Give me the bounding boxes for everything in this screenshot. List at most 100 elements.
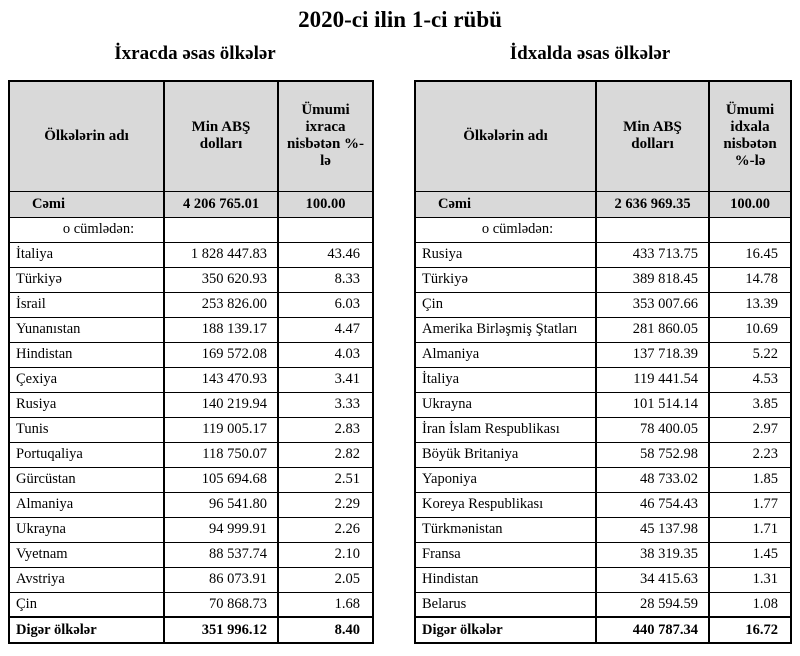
export-subheading-value-empty xyxy=(163,216,279,243)
country-value: 58 752.98 xyxy=(595,441,710,468)
export-header-value: Min ABŞ dolları xyxy=(163,80,279,192)
country-percent: 2.51 xyxy=(277,466,374,493)
country-percent: 1.45 xyxy=(708,541,792,568)
country-percent: 8.33 xyxy=(277,266,374,293)
country-name: İtaliya xyxy=(414,366,597,393)
country-percent: 2.05 xyxy=(277,566,374,593)
table-row: Çin 353 007.66 13.39 xyxy=(414,291,792,318)
country-value: 101 514.14 xyxy=(595,391,710,418)
country-name: Çin xyxy=(8,591,165,618)
table-row: Avstriya 86 073.91 2.05 xyxy=(8,566,374,593)
country-value: 169 572.08 xyxy=(163,341,279,368)
export-header-percent: Ümumi ixraca nisbətən %-lə xyxy=(277,80,374,192)
country-percent: 2.26 xyxy=(277,516,374,543)
country-value: 94 999.91 xyxy=(163,516,279,543)
table-row: Ukrayna 94 999.91 2.26 xyxy=(8,516,374,543)
table-row: Almaniya 96 541.80 2.29 xyxy=(8,491,374,518)
export-header-country: Ölkələrin adı xyxy=(8,80,165,192)
country-value: 353 007.66 xyxy=(595,291,710,318)
table-row: Hindistan 34 415.63 1.31 xyxy=(414,566,792,593)
country-name: Hindistan xyxy=(8,341,165,368)
country-name: Ukrayna xyxy=(8,516,165,543)
import-subheading-label: o cümlədən: xyxy=(414,216,597,243)
country-percent: 3.33 xyxy=(277,391,374,418)
import-total-label: Cəmi xyxy=(414,190,597,218)
country-name: Avstriya xyxy=(8,566,165,593)
country-value: 143 470.93 xyxy=(163,366,279,393)
country-name: Koreya Respublikası xyxy=(414,491,597,518)
country-value: 46 754.43 xyxy=(595,491,710,518)
country-percent: 2.97 xyxy=(708,416,792,443)
export-table-wrapper: Ölkələrin adı Min ABŞ dolları Ümumi ixra… xyxy=(8,80,374,644)
country-name: Rusiya xyxy=(414,241,597,268)
country-name: Ukrayna xyxy=(414,391,597,418)
export-total-row: Cəmi 4 206 765.01 100.00 xyxy=(8,190,374,218)
import-header-value: Min ABŞ dolları xyxy=(595,80,710,192)
country-value: 350 620.93 xyxy=(163,266,279,293)
import-section-title: İdxalda əsas ölkələr xyxy=(509,43,671,64)
table-row: İtaliya 1 828 447.83 43.46 xyxy=(8,241,374,268)
country-name: İtaliya xyxy=(8,241,165,268)
country-value: 70 868.73 xyxy=(163,591,279,618)
country-name: Çexiya xyxy=(8,366,165,393)
table-row: Tunis 119 005.17 2.83 xyxy=(8,416,374,443)
table-row: Türkmənistan 45 137.98 1.71 xyxy=(414,516,792,543)
table-row: Hindistan 169 572.08 4.03 xyxy=(8,341,374,368)
export-subheading-label: o cümlədən: xyxy=(8,216,165,243)
subtitle-row: İxracda əsas ölkələr İdxalda əsas ölkələ… xyxy=(0,43,800,65)
country-name: Gürcüstan xyxy=(8,466,165,493)
table-row: Gürcüstan 105 694.68 2.51 xyxy=(8,466,374,493)
country-percent: 1.31 xyxy=(708,566,792,593)
country-value: 78 400.05 xyxy=(595,416,710,443)
country-value: 1 828 447.83 xyxy=(163,241,279,268)
export-total-percent: 100.00 xyxy=(277,190,374,218)
table-row: Ukrayna 101 514.14 3.85 xyxy=(414,391,792,418)
import-table-header-row: Ölkələrin adı Min ABŞ dolları Ümumi idxa… xyxy=(414,80,792,192)
country-percent: 2.83 xyxy=(277,416,374,443)
table-row: Böyük Britaniya 58 752.98 2.23 xyxy=(414,441,792,468)
import-total-row: Cəmi 2 636 969.35 100.00 xyxy=(414,190,792,218)
table-row: Belarus 28 594.59 1.08 xyxy=(414,591,792,618)
country-name: Türkiyə xyxy=(414,266,597,293)
country-name: Tunis xyxy=(8,416,165,443)
table-row: Yaponiya 48 733.02 1.85 xyxy=(414,466,792,493)
import-other-percent: 16.72 xyxy=(708,616,792,644)
country-name: Rusiya xyxy=(8,391,165,418)
export-other-value: 351 996.12 xyxy=(163,616,279,644)
country-percent: 3.85 xyxy=(708,391,792,418)
country-value: 119 005.17 xyxy=(163,416,279,443)
country-name: İsrail xyxy=(8,291,165,318)
country-value: 38 319.35 xyxy=(595,541,710,568)
country-percent: 1.08 xyxy=(708,591,792,618)
import-subheading-percent-empty xyxy=(708,216,792,243)
country-value: 86 073.91 xyxy=(163,566,279,593)
country-percent: 6.03 xyxy=(277,291,374,318)
import-subheading-row: o cümlədən: xyxy=(414,216,792,243)
country-percent: 3.41 xyxy=(277,366,374,393)
import-header-percent: Ümumi idxala nisbətən %-lə xyxy=(708,80,792,192)
table-spacer xyxy=(372,80,414,644)
export-subheading-row: o cümlədən: xyxy=(8,216,374,243)
page-title: 2020-ci ilin 1-ci rübü xyxy=(298,7,502,32)
export-total-value: 4 206 765.01 xyxy=(163,190,279,218)
table-row: Fransa 38 319.35 1.45 xyxy=(414,541,792,568)
country-value: 118 750.07 xyxy=(163,441,279,468)
country-name: Portuqaliya xyxy=(8,441,165,468)
tables-container: Ölkələrin adı Min ABŞ dolları Ümumi ixra… xyxy=(0,80,800,644)
country-percent: 2.23 xyxy=(708,441,792,468)
table-row: Amerika Birləşmiş Ştatları 281 860.05 10… xyxy=(414,316,792,343)
table-row: Portuqaliya 118 750.07 2.82 xyxy=(8,441,374,468)
country-name: Yaponiya xyxy=(414,466,597,493)
country-name: Türkiyə xyxy=(8,266,165,293)
country-percent: 1.68 xyxy=(277,591,374,618)
export-subheading-percent-empty xyxy=(277,216,374,243)
import-total-value: 2 636 969.35 xyxy=(595,190,710,218)
country-value: 96 541.80 xyxy=(163,491,279,518)
country-value: 28 594.59 xyxy=(595,591,710,618)
export-other-percent: 8.40 xyxy=(277,616,374,644)
country-percent: 16.45 xyxy=(708,241,792,268)
country-name: Almaniya xyxy=(8,491,165,518)
table-row: Çexiya 143 470.93 3.41 xyxy=(8,366,374,393)
country-value: 137 718.39 xyxy=(595,341,710,368)
country-name: İran İslam Respublikası xyxy=(414,416,597,443)
